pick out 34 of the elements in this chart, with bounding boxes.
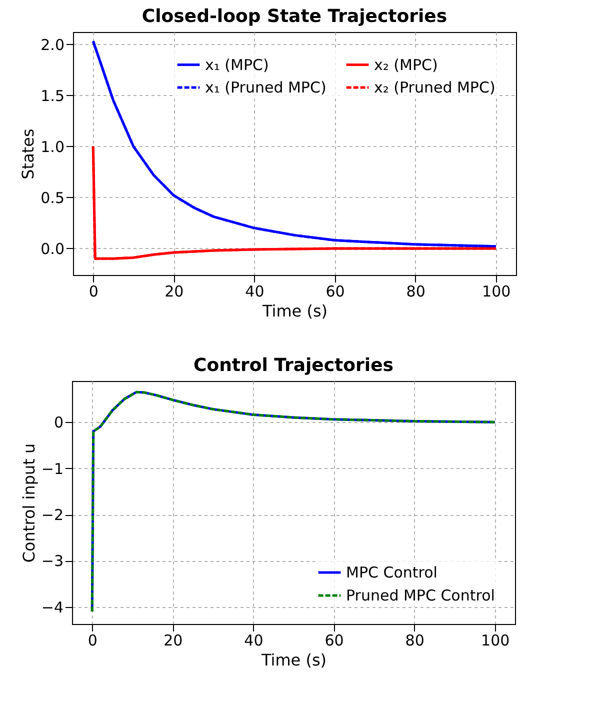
legend-label: x₁ (Pruned MPC) <box>205 78 326 96</box>
x-tick-label: 80 <box>405 632 424 650</box>
x-tick-label: 60 <box>324 632 344 650</box>
y-tick-label: 0.0 <box>40 240 64 258</box>
x-tick-label: 40 <box>245 282 264 300</box>
y-tick-label: −3 <box>41 552 64 570</box>
x-tick-label: 40 <box>244 632 264 650</box>
x-axis-title: Time (s) <box>260 650 327 670</box>
x-tick-label: 100 <box>482 282 511 300</box>
x-tick-label: 60 <box>326 282 345 300</box>
legend-label: MPC Control <box>346 564 438 582</box>
y-axis-title: States <box>18 128 38 180</box>
x-tick-label: 20 <box>164 282 184 300</box>
y-tick-label: 2.0 <box>40 36 64 54</box>
x-tick-label: 20 <box>164 632 183 650</box>
chart-title: Control Trajectories <box>194 355 394 376</box>
x-axis-title: Time (s) <box>261 302 328 320</box>
y-tick-label: 0.5 <box>40 188 64 207</box>
y-tick-label: −2 <box>41 506 64 524</box>
y-tick-label: 0 <box>54 414 64 432</box>
x-tick-label: 80 <box>406 282 426 300</box>
legend-label: Pruned MPC Control <box>346 586 495 604</box>
x-tick-label: 0 <box>88 282 98 300</box>
legend-label: x₂ (Pruned MPC) <box>374 78 496 96</box>
legend-label: x₁ (MPC) <box>205 56 269 74</box>
y-tick-label: −4 <box>41 598 64 616</box>
y-tick-label: −1 <box>41 460 64 478</box>
legend-label: x₂ (MPC) <box>374 56 438 74</box>
x-tick-label: 0 <box>88 632 98 650</box>
y-tick-label: 1.5 <box>40 86 64 105</box>
y-tick-label: 1.0 <box>40 138 64 156</box>
x-tick-label: 100 <box>481 632 510 650</box>
chart-title: Closed-loop State Trajectories <box>142 6 448 27</box>
y-axis-title: Control input u <box>19 443 38 563</box>
